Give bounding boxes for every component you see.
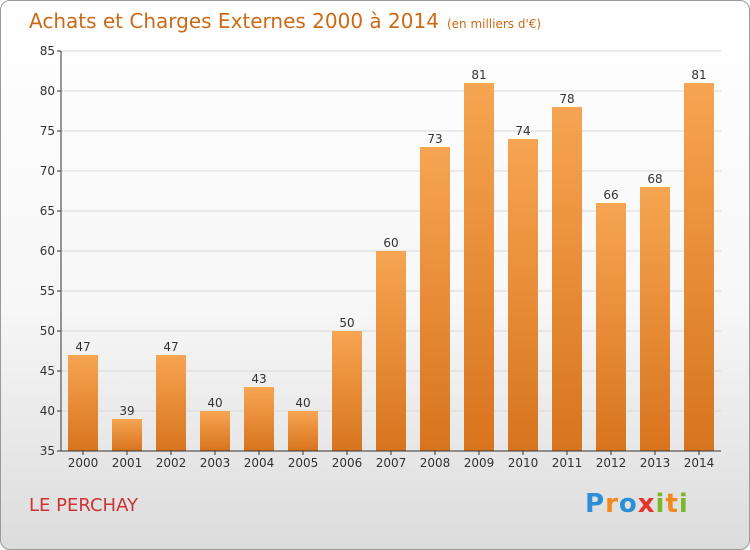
place-name: LE PERCHAY bbox=[29, 495, 138, 516]
y-tick-label: 75 bbox=[40, 124, 55, 138]
x-tick-label: 2003 bbox=[200, 456, 231, 470]
x-tick-label: 2005 bbox=[288, 456, 319, 470]
x-tick-label: 2014 bbox=[684, 456, 715, 470]
bar bbox=[376, 251, 406, 451]
bar bbox=[552, 107, 582, 451]
y-tick-label: 40 bbox=[40, 404, 55, 418]
x-tick-label: 2011 bbox=[552, 456, 583, 470]
logo-letter: i bbox=[678, 489, 689, 519]
x-tick-label: 2002 bbox=[156, 456, 187, 470]
y-tick-label: 70 bbox=[40, 164, 55, 178]
data-label: 66 bbox=[603, 188, 618, 202]
x-tick-label: 2001 bbox=[112, 456, 143, 470]
data-label: 73 bbox=[427, 132, 442, 146]
y-tick-label: 35 bbox=[40, 444, 55, 458]
x-tick-label: 2006 bbox=[332, 456, 363, 470]
logo-letter: P bbox=[585, 489, 606, 519]
bar bbox=[420, 147, 450, 451]
x-tick-label: 2000 bbox=[68, 456, 99, 470]
data-label: 78 bbox=[559, 92, 574, 106]
logo-letter: i bbox=[655, 489, 666, 519]
y-tick-label: 50 bbox=[40, 324, 55, 338]
x-tick-label: 2012 bbox=[596, 456, 627, 470]
title-text: Achats et Charges Externes 2000 à 2014 bbox=[29, 9, 439, 33]
data-label: 40 bbox=[295, 396, 310, 410]
y-tick-label: 85 bbox=[40, 44, 55, 58]
bar bbox=[464, 83, 494, 451]
bar bbox=[640, 187, 670, 451]
bar bbox=[112, 419, 142, 451]
data-label: 81 bbox=[691, 68, 706, 82]
title-unit: (en milliers d'€) bbox=[446, 17, 542, 31]
data-label: 68 bbox=[647, 172, 662, 186]
logo-letter: o bbox=[618, 489, 638, 519]
x-tick-label: 2013 bbox=[640, 456, 671, 470]
x-tick-label: 2004 bbox=[244, 456, 275, 470]
data-label: 47 bbox=[75, 340, 90, 354]
x-tick-label: 2009 bbox=[464, 456, 495, 470]
data-label: 40 bbox=[207, 396, 222, 410]
x-tick-label: 2007 bbox=[376, 456, 407, 470]
y-tick-label: 55 bbox=[40, 284, 55, 298]
logo-letter: x bbox=[637, 489, 656, 519]
y-tick-label: 65 bbox=[40, 204, 55, 218]
y-tick-label: 60 bbox=[40, 244, 55, 258]
logo-letter: r bbox=[605, 489, 619, 519]
proxiti-logo: Proxiti bbox=[585, 489, 689, 519]
bar bbox=[596, 203, 626, 451]
x-tick-label: 2010 bbox=[508, 456, 539, 470]
bar bbox=[200, 411, 230, 451]
bar bbox=[684, 83, 714, 451]
data-label: 81 bbox=[471, 68, 486, 82]
data-label: 39 bbox=[119, 404, 134, 418]
chart-title: Achats et Charges Externes 2000 à 2014 (e… bbox=[29, 9, 541, 33]
logo-letter: t bbox=[665, 489, 679, 519]
bar bbox=[244, 387, 274, 451]
data-label: 50 bbox=[339, 316, 354, 330]
data-label: 60 bbox=[383, 236, 398, 250]
bar bbox=[332, 331, 362, 451]
y-tick-label: 80 bbox=[40, 84, 55, 98]
bar bbox=[288, 411, 318, 451]
bar bbox=[508, 139, 538, 451]
y-tick-label: 45 bbox=[40, 364, 55, 378]
x-tick-label: 2008 bbox=[420, 456, 451, 470]
bar bbox=[68, 355, 98, 451]
data-label: 43 bbox=[251, 372, 266, 386]
bar bbox=[156, 355, 186, 451]
data-label: 74 bbox=[515, 124, 530, 138]
data-label: 47 bbox=[163, 340, 178, 354]
